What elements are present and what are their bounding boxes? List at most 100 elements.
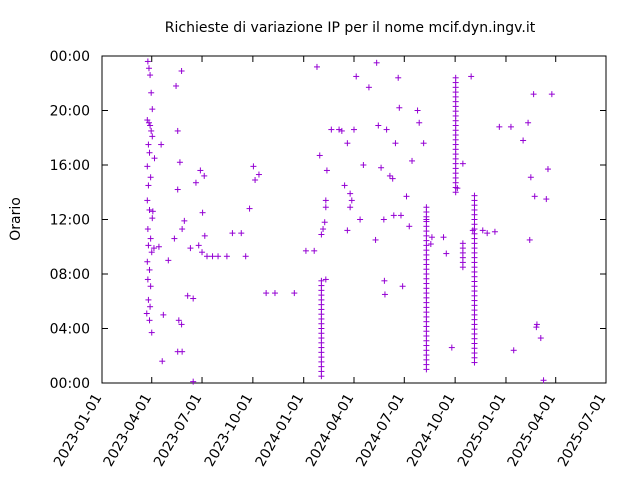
data-point [199, 249, 206, 256]
data-point [459, 240, 466, 247]
data-point [148, 89, 155, 96]
data-point [145, 119, 152, 126]
data-point [192, 179, 199, 186]
data-point [147, 72, 154, 79]
data-point [328, 126, 335, 133]
data-point [146, 317, 153, 324]
data-point [507, 123, 514, 130]
data-point [373, 59, 380, 66]
data-point [148, 249, 155, 256]
data-point [543, 196, 550, 203]
data-point [533, 321, 540, 328]
data-point [178, 67, 185, 74]
data-point [491, 228, 498, 235]
data-point [175, 317, 182, 324]
data-point [229, 230, 236, 237]
y-tick-label: 00:00 [50, 49, 90, 65]
data-point [146, 266, 153, 273]
data-point [146, 149, 153, 156]
data-point [197, 167, 204, 174]
data-point [452, 74, 459, 81]
data-point [311, 247, 318, 254]
data-point [347, 190, 354, 197]
x-tick-label: 2024-10-01 [404, 391, 459, 469]
data-point [321, 219, 328, 226]
data-point [144, 258, 151, 265]
data-point [147, 303, 154, 310]
data-point [420, 140, 427, 147]
data-point [174, 127, 181, 134]
data-point [246, 205, 253, 212]
data-point [531, 193, 538, 200]
data-point [403, 193, 410, 200]
data-point [291, 290, 298, 297]
data-point [526, 236, 533, 243]
data-point [147, 235, 154, 242]
data-point [158, 141, 165, 148]
data-point [271, 290, 278, 297]
data-point [375, 122, 382, 129]
data-point [396, 104, 403, 111]
data-point [318, 277, 325, 284]
data-point [338, 127, 345, 134]
data-point [148, 329, 155, 336]
data-point [184, 292, 191, 299]
x-tick-label: 2025-01-01 [455, 391, 510, 469]
data-point [148, 127, 155, 134]
data-point [406, 223, 413, 230]
data-point [530, 91, 537, 98]
data-point [443, 250, 450, 257]
data-point [414, 107, 421, 114]
data-point [344, 140, 351, 147]
data-point [199, 209, 206, 216]
data-point [145, 296, 152, 303]
data-point [316, 152, 323, 159]
x-tick-label: 2024-07-01 [353, 391, 408, 469]
data-point [155, 243, 162, 250]
data-point [520, 137, 527, 144]
y-tick-label: 04:00 [50, 322, 90, 338]
x-tick-label: 2023-04-01 [101, 391, 156, 469]
data-point [179, 226, 186, 233]
data-point [399, 283, 406, 290]
data-point [390, 212, 397, 219]
y-tick-label: 20:00 [50, 104, 90, 120]
data-point [365, 84, 372, 91]
data-point [336, 126, 343, 133]
data-point [381, 277, 388, 284]
data-point [144, 58, 151, 65]
data-point [416, 119, 423, 126]
data-point [381, 291, 388, 298]
data-point [322, 204, 329, 211]
data-point [471, 192, 478, 199]
data-point [145, 242, 152, 249]
data-point [353, 73, 360, 80]
data-point [150, 245, 157, 252]
data-point [397, 212, 404, 219]
data-point [201, 232, 208, 239]
y-tick-label: 08:00 [50, 267, 90, 283]
data-point [378, 164, 385, 171]
data-point [537, 335, 544, 342]
data-point [347, 204, 354, 211]
data-point [320, 226, 327, 233]
data-point [341, 182, 348, 189]
chart-title: Richieste di variazione IP per il nome m… [165, 20, 536, 36]
data-point [242, 253, 249, 260]
data-point [468, 73, 475, 80]
data-point [190, 378, 197, 385]
data-point [427, 241, 434, 248]
data-point [423, 204, 430, 211]
data-point [159, 358, 166, 365]
data-point [144, 226, 151, 233]
data-point [145, 141, 152, 148]
data-point [144, 276, 151, 283]
data-point [252, 176, 259, 183]
data-point [181, 217, 188, 224]
data-point [146, 206, 153, 213]
data-point [395, 74, 402, 81]
data-point [496, 123, 503, 130]
plot-frame [101, 55, 607, 384]
x-tick-label: 2023-01-01 [51, 391, 106, 469]
